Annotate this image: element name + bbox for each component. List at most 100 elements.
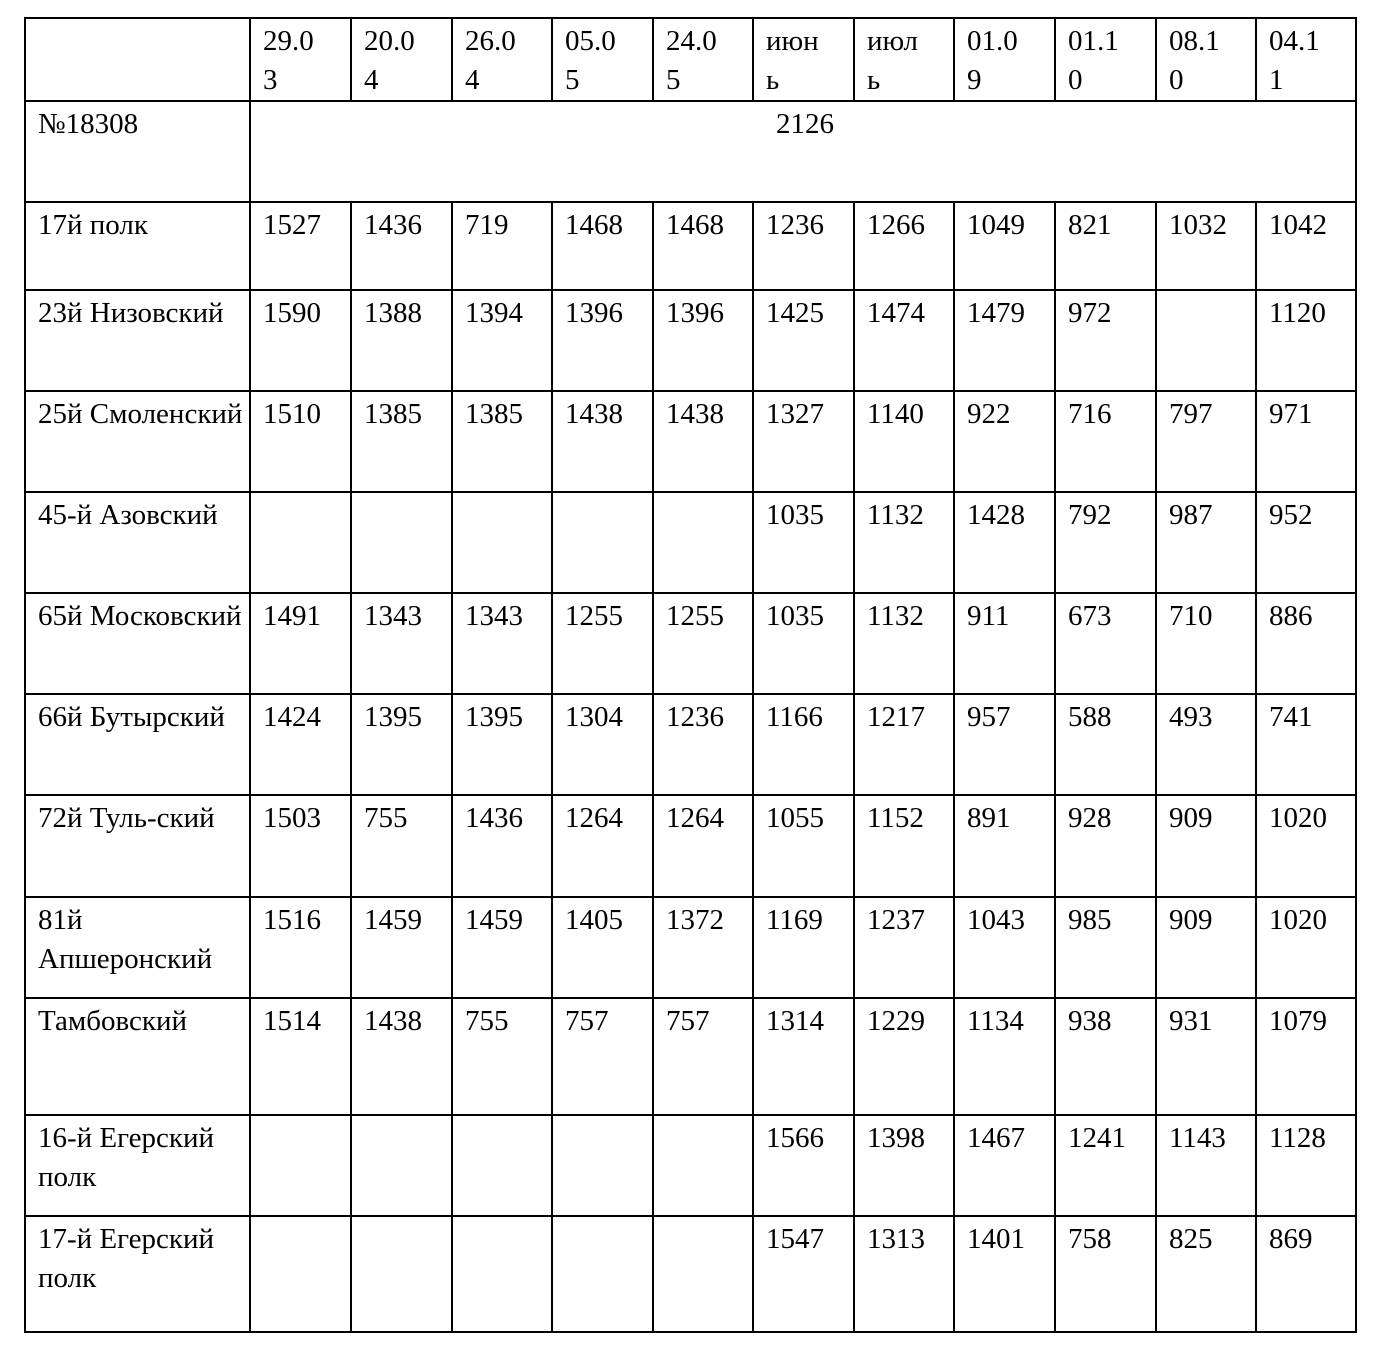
table-cell: 673: [1054, 592, 1157, 695]
table-cell: 971: [1255, 390, 1357, 493]
table-cell: 1503: [249, 794, 352, 898]
table-cell: 1428: [953, 491, 1056, 594]
table-cell: 1510: [249, 390, 352, 493]
table-cell: 1527: [249, 201, 352, 291]
table-cell: [350, 1114, 453, 1217]
table-cell: 1169: [752, 896, 855, 999]
table-cell: 952: [1255, 491, 1357, 594]
column-header: июнь: [752, 17, 855, 102]
table-cell: [451, 491, 553, 594]
table-row: 17й полк 1527 1436 719 1468 1468 1236 1266 1049 8…: [24, 201, 1357, 291]
table-cell: 1035: [752, 592, 855, 695]
table-cell: 1425: [752, 289, 855, 392]
table-cell: 1516: [249, 896, 352, 999]
table-cell: 938: [1054, 997, 1157, 1116]
table-cell: 1255: [551, 592, 654, 695]
table-cell: 1166: [752, 693, 855, 796]
row-label: 16-й Егерский полк: [24, 1114, 251, 1217]
table-cell: 792: [1054, 491, 1157, 594]
table-cell: 987: [1155, 491, 1257, 594]
table-cell: 1405: [551, 896, 654, 999]
table-cell: 1436: [350, 201, 453, 291]
table-cell: 1134: [953, 997, 1056, 1116]
table-cell: 1043: [953, 896, 1056, 999]
table-cell: 1020: [1255, 794, 1357, 898]
table-cell: 797: [1155, 390, 1257, 493]
table-cell: [249, 491, 352, 594]
row-label: 81й Апшеронский: [24, 896, 251, 999]
table-cell: 1055: [752, 794, 855, 898]
table-cell: 1217: [853, 693, 955, 796]
table-cell: 757: [652, 997, 754, 1116]
table-cell: 710: [1155, 592, 1257, 695]
table-cell: 1385: [350, 390, 453, 493]
table-cell: 1388: [350, 289, 453, 392]
table-cell: [551, 491, 654, 594]
table-row: 16-й Егерский полк 1566 1398 1467 1241 1143 11…: [24, 1114, 1357, 1217]
table-cell: 1035: [752, 491, 855, 594]
row-label: 17-й Егерский полк: [24, 1215, 251, 1333]
table-cell: 1128: [1255, 1114, 1357, 1217]
summary-value: 2126: [249, 100, 1357, 203]
table-cell: 1438: [350, 997, 453, 1116]
table-cell: 1049: [953, 201, 1056, 291]
table-cell: 821: [1054, 201, 1157, 291]
table-cell: [249, 1215, 352, 1333]
row-label: 66й Бутырский: [24, 693, 251, 796]
table-cell: 1264: [652, 794, 754, 898]
table-cell: 1395: [350, 693, 453, 796]
table-cell: 1438: [652, 390, 754, 493]
table-cell: 825: [1155, 1215, 1257, 1333]
table-cell: 1468: [551, 201, 654, 291]
table-cell: [350, 491, 453, 594]
table-cell: [451, 1114, 553, 1217]
table-row: 65й Московский 1491 1343 1343 1255 1255 1035 11…: [24, 592, 1357, 695]
table-cell: 1396: [652, 289, 754, 392]
table-cell: 1143: [1155, 1114, 1257, 1217]
table-cell: 985: [1054, 896, 1157, 999]
table-cell: 1327: [752, 390, 855, 493]
table-cell: 928: [1054, 794, 1157, 898]
table-cell: 909: [1155, 896, 1257, 999]
table-cell: 886: [1255, 592, 1357, 695]
table-row: Тамбовский 1514 1438 755 757 757 1314 1229 1134 9…: [24, 997, 1357, 1116]
table-cell: 1132: [853, 592, 955, 695]
table-cell: 1395: [451, 693, 553, 796]
table-cell: 1398: [853, 1114, 955, 1217]
table-row: 23й Низовский 1590 1388 1394 1396 1396 1425 147…: [24, 289, 1357, 392]
summary-row: №18308 2126: [24, 100, 1357, 203]
table-cell: 1468: [652, 201, 754, 291]
table-cell: [652, 1114, 754, 1217]
table-cell: 891: [953, 794, 1056, 898]
header-row: 29.03 20.04 26.04 05.05 24.05 июнь июль 01.09 01…: [24, 17, 1357, 102]
table-cell: 957: [953, 693, 1056, 796]
table-cell: 1459: [350, 896, 453, 999]
column-header: 26.04: [451, 17, 553, 102]
table-cell: 1547: [752, 1215, 855, 1333]
table-cell: 972: [1054, 289, 1157, 392]
table-cell: 1590: [249, 289, 352, 392]
row-label: Тамбовский: [24, 997, 251, 1116]
table-cell: 1264: [551, 794, 654, 898]
table-cell: 741: [1255, 693, 1357, 796]
table-row: 72й Туль-ский 1503 755 1436 1264 1264 1055 1152…: [24, 794, 1357, 898]
table-cell: 1491: [249, 592, 352, 695]
regiment-strength-table: 29.03 20.04 26.04 05.05 24.05 июнь июль 01.09 01…: [24, 17, 1357, 1333]
table-row: 81й Апшеронский 1516 1459 1459 1405 1372 1169 1…: [24, 896, 1357, 999]
column-header: 04.11: [1255, 17, 1357, 102]
table-cell: 1566: [752, 1114, 855, 1217]
table-cell: 1140: [853, 390, 955, 493]
table-cell: [249, 1114, 352, 1217]
table-cell: 1372: [652, 896, 754, 999]
table-cell: 493: [1155, 693, 1257, 796]
table-cell: 1467: [953, 1114, 1056, 1217]
table-cell: 1304: [551, 693, 654, 796]
row-label: 72й Туль-ский: [24, 794, 251, 898]
table-cell: 1237: [853, 896, 955, 999]
row-label: 25й Смоленский: [24, 390, 251, 493]
table-cell: 1241: [1054, 1114, 1157, 1217]
table-row: 17-й Егерский полк 1547 1313 1401 758 825 869: [24, 1215, 1357, 1333]
table-cell: 1459: [451, 896, 553, 999]
table-cell: [350, 1215, 453, 1333]
table-cell: 1424: [249, 693, 352, 796]
